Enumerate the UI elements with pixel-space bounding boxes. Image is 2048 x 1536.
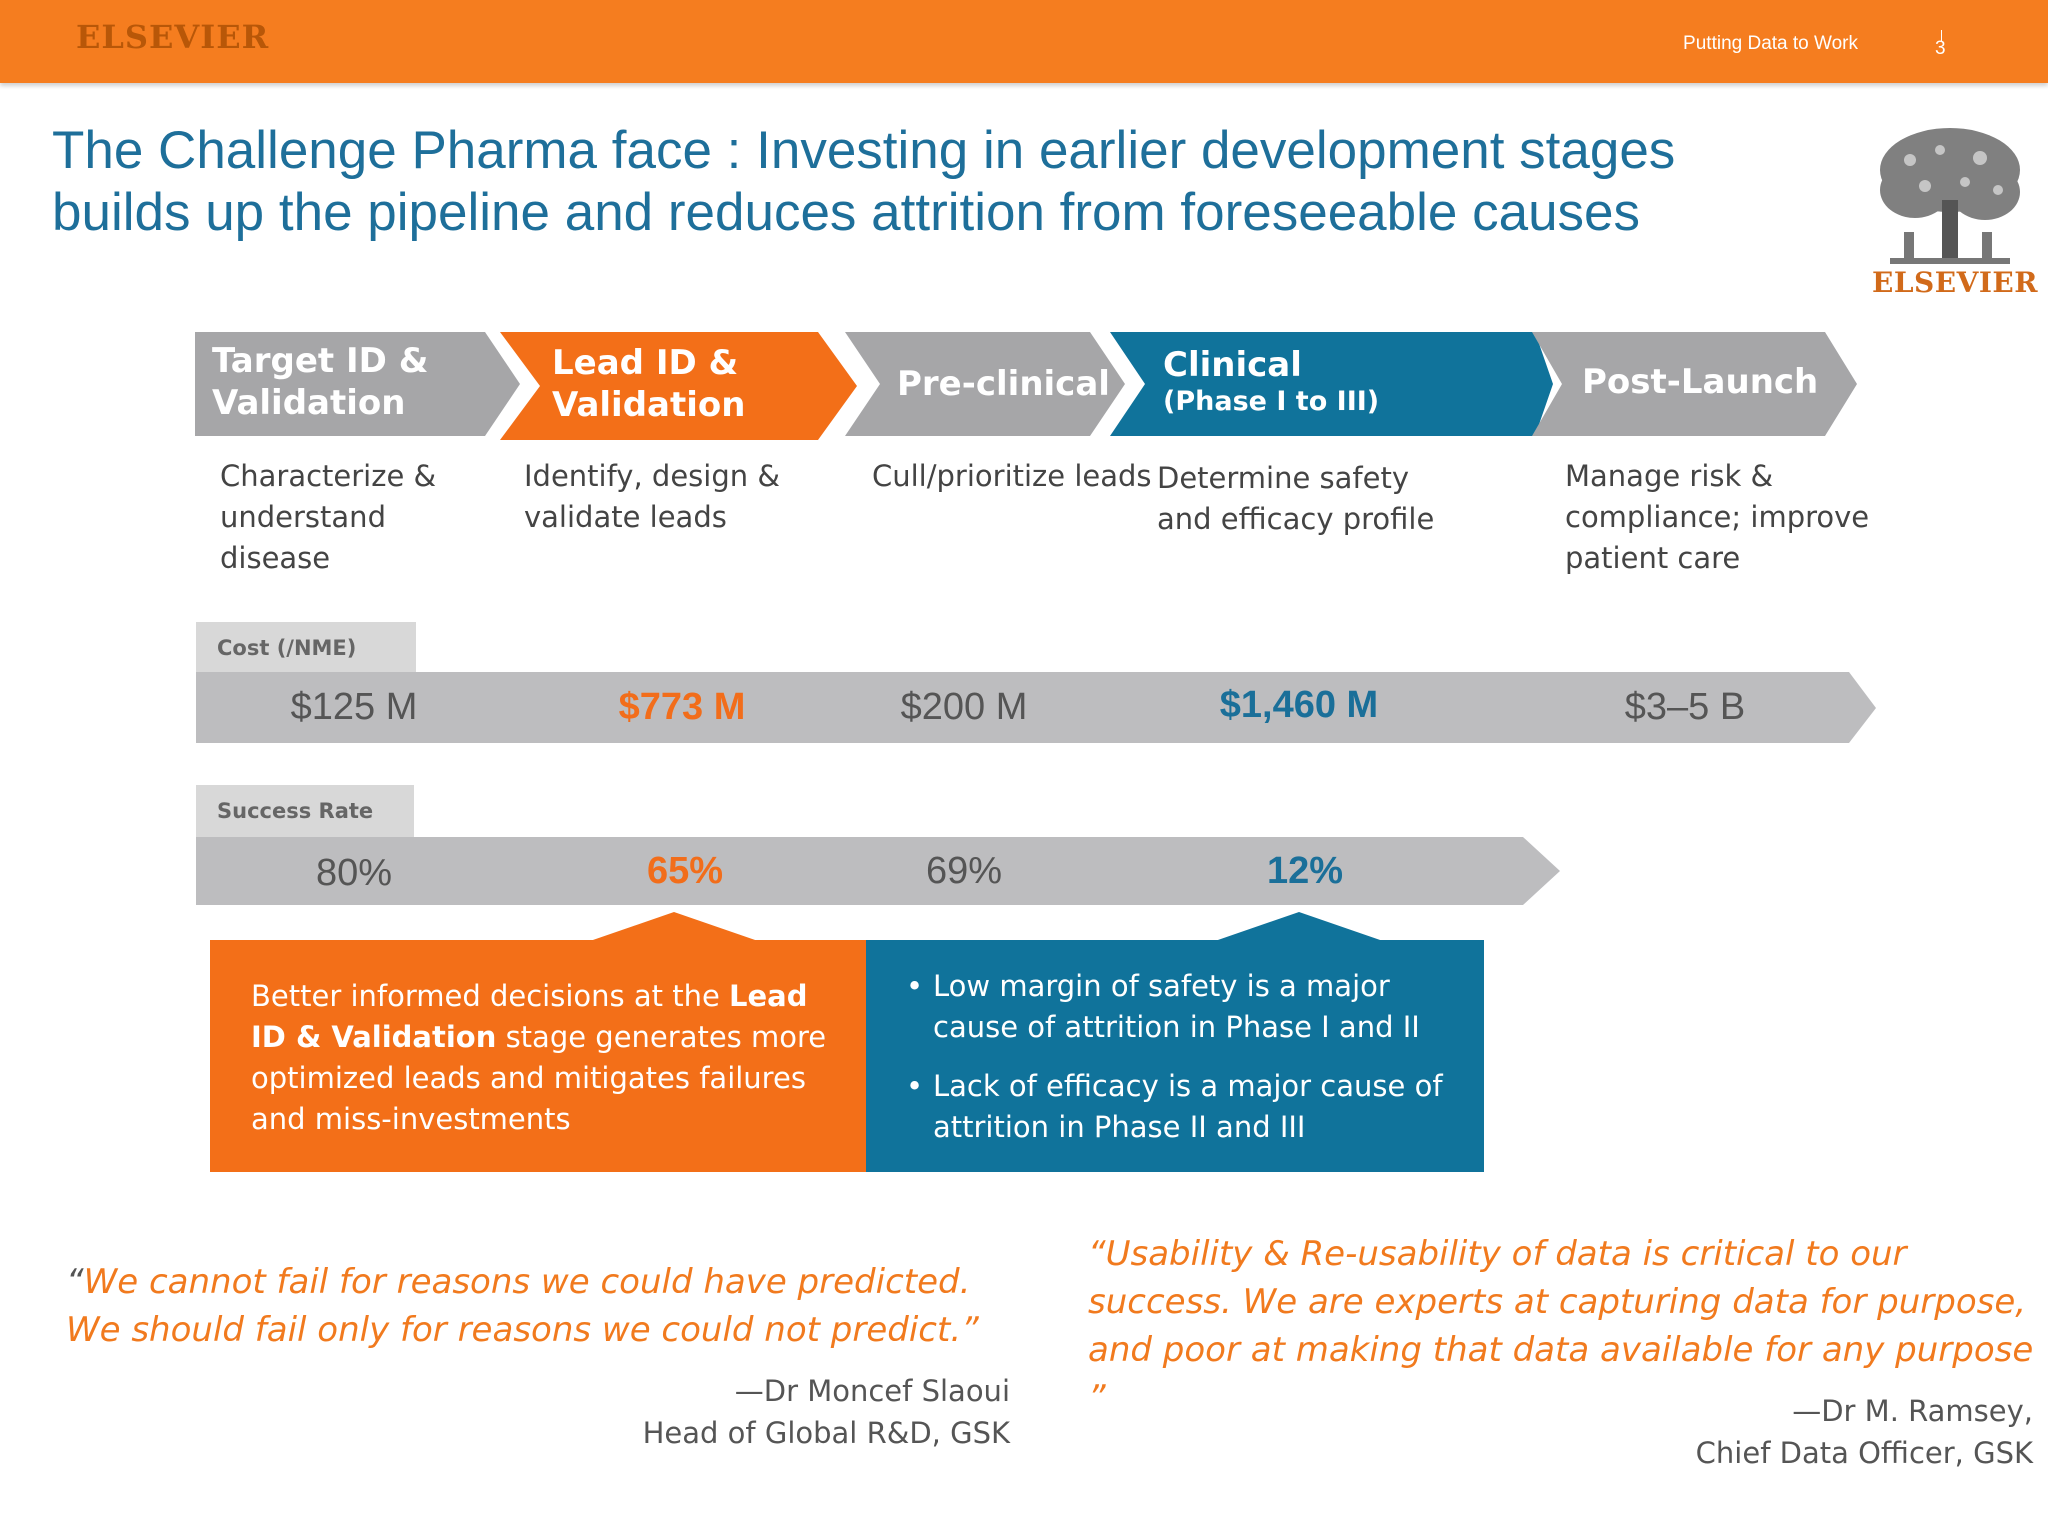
chevron-target-id	[195, 332, 520, 436]
stage-clinical-label: Clinical (Phase I to III)	[1163, 345, 1380, 417]
brand-logo-text: ELSEVIER	[76, 18, 270, 56]
stage-lead-id-label: Lead ID & Validation	[552, 343, 746, 425]
cost-target-id: $125 M	[290, 686, 418, 728]
quote-right: “Usability & Re-usability of data is cri…	[1088, 1234, 2034, 1418]
stage-lead-id-desc: Identify, design & validate leads	[524, 459, 780, 534]
stage-post-launch-label: Post-Launch	[1582, 362, 1819, 402]
cost-clinical: $1,460 M	[1219, 684, 1379, 726]
stage-preclinical-desc: Cull/prioritize leads	[872, 459, 1152, 493]
chevron-clinical	[1110, 332, 1553, 436]
cost-preclinical: $200 M	[900, 686, 1028, 728]
chevron-post-launch	[1532, 332, 1857, 436]
elsevier-logo-wordmark: ELSEVIER	[1872, 266, 2039, 299]
slide-title-line-2: builds up the pipeline and reduces attri…	[52, 183, 1641, 242]
callout-orange-pointer	[590, 912, 758, 941]
quote-left-attribution: —Dr Moncef Slaoui Head of Global R&D, GS…	[642, 1374, 1010, 1450]
quote-left: “We cannot fail for reasons we could hav…	[66, 1262, 979, 1350]
success-arrow-bar	[196, 785, 1560, 905]
page-number: 3	[1935, 38, 1946, 59]
elsevier-tree-logo-icon	[1870, 120, 2030, 304]
cost-row-label: Cost (/NME)	[217, 636, 357, 660]
header-tagline: Putting Data to Work	[1683, 33, 1858, 54]
cost-lead-id: $773 M	[618, 686, 746, 728]
stage-preclinical-label: Pre-clinical	[897, 364, 1110, 404]
chevron-lead-id	[500, 332, 857, 440]
success-row-label: Success Rate	[217, 799, 374, 823]
stage-post-launch-desc: Manage risk & compliance; improve patient …	[1565, 459, 1870, 575]
stage-target-id-label: Target ID & Validation	[212, 341, 429, 423]
callout-blue-bullet-1: • Low margin of safety is a major cause o…	[906, 969, 1420, 1044]
slide-title: The Challenge Pharma face : Investing in…	[52, 120, 1832, 244]
stage-target-id-desc: Characterize & understand disease	[220, 459, 437, 575]
callout-blue-bullets: • Low margin of safety is a major cause o…	[906, 966, 1451, 1148]
callout-blue-box: • Low margin of safety is a major cause o…	[866, 940, 1484, 1172]
quote-right-attribution: —Dr M. Ramsey, Chief Data Officer, GSK	[1695, 1394, 2033, 1470]
header-bar	[0, 0, 2048, 83]
callout-orange-box: Better informed decisions at the Lead ID…	[210, 940, 866, 1172]
callout-blue-bullet-2: • Lack of efficacy is a major cause of at…	[906, 1069, 1443, 1144]
cost-arrow-bar	[196, 622, 1876, 743]
success-clinical: 12%	[1266, 850, 1344, 892]
callout-orange-text: Better informed decisions at the Lead ID…	[251, 979, 827, 1136]
stage-clinical-desc: Determine safety and efficacy profile	[1157, 461, 1435, 536]
cost-post-launch: $3–5 B	[1624, 686, 1746, 728]
slide-title-line-1: The Challenge Pharma face : Investing in…	[52, 121, 1676, 180]
chevron-preclinical	[845, 332, 1125, 436]
page-number-divider	[1941, 30, 1942, 42]
success-preclinical: 69%	[925, 850, 1003, 892]
success-target-id: 80%	[315, 852, 393, 894]
callout-blue-pointer	[1215, 912, 1383, 941]
pipeline-chevrons	[195, 332, 1857, 440]
success-lead-id: 65%	[646, 850, 724, 892]
